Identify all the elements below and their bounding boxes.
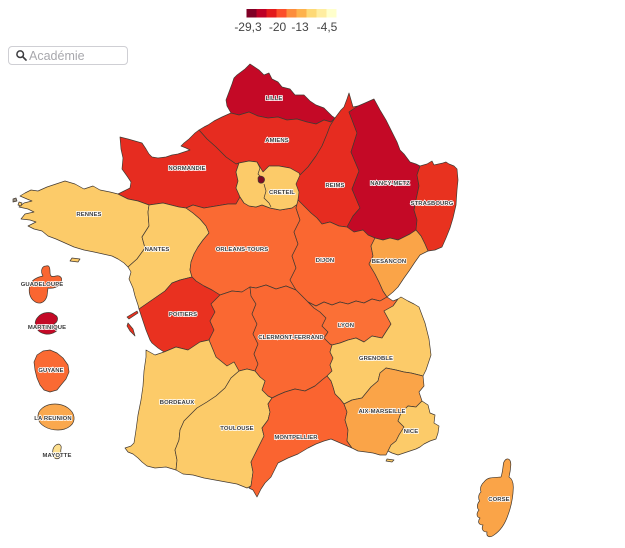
svg-text:REIMS: REIMS [325,183,344,189]
svg-text:MAYOTTE: MAYOTTE [43,453,72,459]
svg-text:MONTPELLIER: MONTPELLIER [274,435,318,441]
svg-text:GUADELOUPE: GUADELOUPE [21,282,64,288]
svg-text:-20: -20 [269,20,287,34]
svg-text:CORSE: CORSE [488,497,509,503]
svg-text:-4,5: -4,5 [317,20,338,34]
svg-text:LA REUNION: LA REUNION [34,416,71,422]
svg-text:BORDEAUX: BORDEAUX [160,400,195,406]
svg-text:CRETEIL: CRETEIL [269,190,295,196]
svg-text:STRASBOURG: STRASBOURG [411,201,454,207]
svg-text:RENNES: RENNES [76,212,101,218]
svg-text:MARTINIQUE: MARTINIQUE [28,325,66,331]
svg-text:DIJON: DIJON [316,258,335,264]
svg-text:GRENOBLE: GRENOBLE [359,356,393,362]
svg-text:ORLEANS-TOURS: ORLEANS-TOURS [216,247,269,253]
svg-text:POITIERS: POITIERS [169,312,197,318]
svg-text:NICE: NICE [404,429,418,435]
svg-text:NORMANDIE: NORMANDIE [168,166,205,172]
svg-text:AMIENS: AMIENS [265,138,289,144]
svg-text:-13: -13 [291,20,309,34]
svg-text:TOULOUSE: TOULOUSE [220,426,253,432]
svg-text:BESANCON: BESANCON [372,259,407,265]
svg-text:LYON: LYON [338,323,354,329]
svg-text:GUYANE: GUYANE [38,368,63,374]
svg-text:AIX-MARSEILLE: AIX-MARSEILLE [358,409,405,415]
svg-text:-29,3: -29,3 [234,20,262,34]
svg-text:NANCY-METZ: NANCY-METZ [370,181,410,187]
svg-text:CLERMONT-FERRAND: CLERMONT-FERRAND [258,335,323,341]
svg-text:NANTES: NANTES [145,247,170,253]
svg-text:LILLE: LILLE [266,96,283,102]
